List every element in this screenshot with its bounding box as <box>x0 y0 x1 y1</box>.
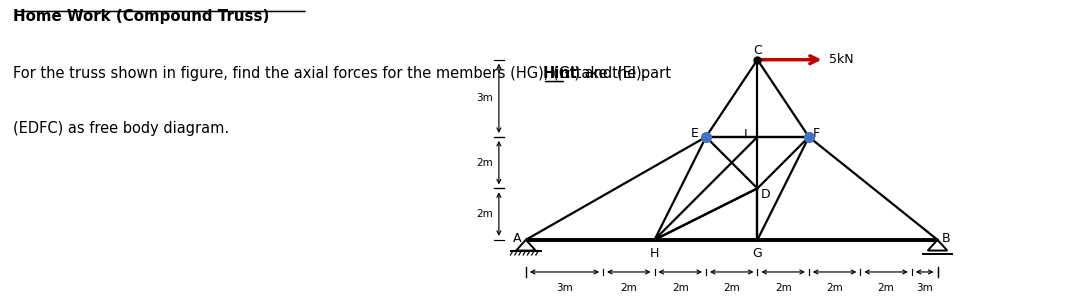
Text: Home Work (Compound Truss): Home Work (Compound Truss) <box>13 9 269 24</box>
Text: 2m: 2m <box>878 283 894 293</box>
Text: 3m: 3m <box>476 93 494 103</box>
Text: H: H <box>650 247 659 260</box>
Text: For the truss shown in figure, find the axial forces for the members (HG), (GI) : For the truss shown in figure, find the … <box>13 66 651 82</box>
Text: I: I <box>744 128 747 141</box>
Text: 2m: 2m <box>476 158 494 168</box>
Text: Hint: Hint <box>542 66 578 82</box>
Text: 2m: 2m <box>774 283 792 293</box>
Text: G: G <box>753 247 762 260</box>
Text: E: E <box>690 127 699 140</box>
Text: (EDFC) as free body diagram.: (EDFC) as free body diagram. <box>13 121 229 136</box>
Text: 5kN: 5kN <box>829 53 854 66</box>
Text: F: F <box>813 127 820 140</box>
Text: B: B <box>942 232 950 245</box>
Text: 2m: 2m <box>724 283 740 293</box>
Text: 2m: 2m <box>826 283 843 293</box>
Text: C: C <box>753 44 761 57</box>
Text: 3m: 3m <box>916 283 933 293</box>
Text: D: D <box>760 188 770 201</box>
Text: A: A <box>513 232 522 245</box>
Text: 2m: 2m <box>672 283 689 293</box>
Text: 2m: 2m <box>476 209 494 219</box>
Text: 3m: 3m <box>556 283 572 293</box>
Text: : take the part: : take the part <box>566 66 672 82</box>
Text: 2m: 2m <box>620 283 637 293</box>
